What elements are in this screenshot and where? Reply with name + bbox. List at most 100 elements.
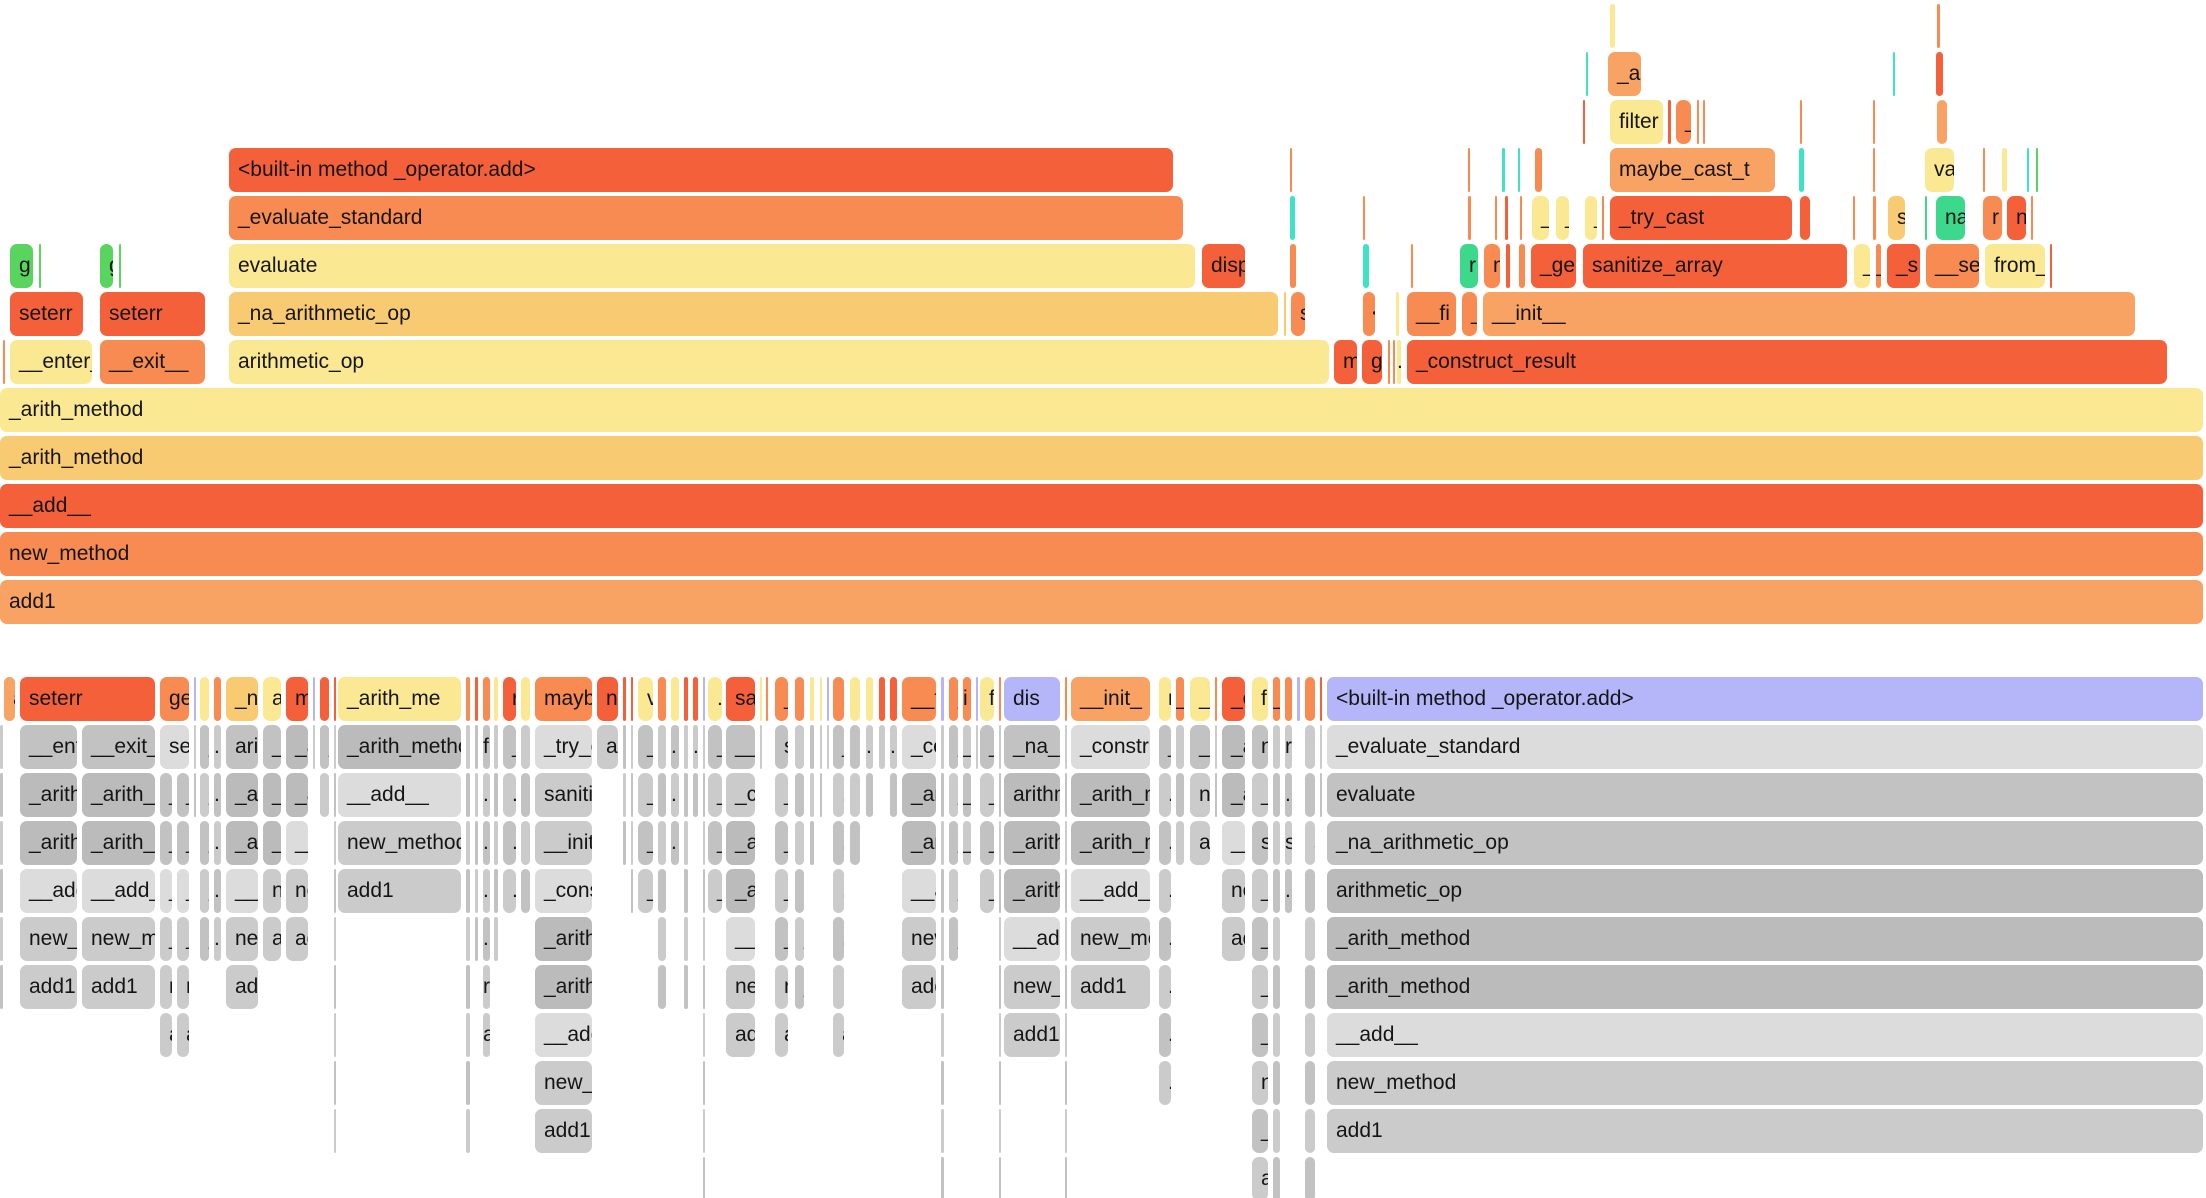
flame-sliver[interactable] xyxy=(1273,1013,1280,1057)
flame-frame[interactable]: add1 xyxy=(1071,965,1150,1009)
flame-sliver[interactable] xyxy=(703,773,705,817)
flame-frame[interactable]: a xyxy=(1190,821,1210,865)
flame-frame[interactable]: add1 xyxy=(535,1109,592,1153)
flame-sliver[interactable] xyxy=(1273,1157,1280,1198)
flame-frame[interactable]: _ m xyxy=(1252,773,1268,817)
flame-sliver[interactable] xyxy=(334,725,336,769)
flame-frame[interactable]: _arith_method xyxy=(286,773,308,817)
flame-sliver[interactable] xyxy=(3,340,5,384)
flame-sliver[interactable] xyxy=(1937,100,1947,144)
flame-frame[interactable]: _arith_method xyxy=(20,773,77,817)
flame-frame[interactable]: __fi xyxy=(1407,292,1456,336)
flame-frame[interactable]: __init_ xyxy=(1071,677,1150,721)
flame-frame[interactable]: add1 xyxy=(338,869,461,913)
flame-sliver[interactable] xyxy=(866,677,873,721)
flame-frame[interactable]: _arith_method xyxy=(1327,917,2203,961)
flame-frame[interactable]: a xyxy=(795,773,804,817)
flame-sliver[interactable] xyxy=(1285,677,1292,721)
flame-frame[interactable]: m xyxy=(286,677,308,721)
flame-frame[interactable]: _arith_method xyxy=(1004,821,1060,865)
flame-frame[interactable]: _ xyxy=(177,821,189,865)
flame-sliver[interactable] xyxy=(313,725,315,769)
flame-frame[interactable]: . xyxy=(1305,917,1315,961)
flame-sliver[interactable] xyxy=(703,677,705,721)
flame-sliver[interactable] xyxy=(658,965,666,1009)
flame-sliver[interactable] xyxy=(941,677,944,721)
flame-frame[interactable]: _ xyxy=(708,869,722,913)
flame-sliver[interactable] xyxy=(703,869,705,913)
flame-sliver[interactable] xyxy=(941,917,944,961)
flame-frame[interactable]: . xyxy=(850,725,860,769)
flame-sliver[interactable] xyxy=(1936,52,1943,96)
flame-sliver[interactable] xyxy=(631,869,633,913)
flame-frame[interactable]: _construct_result xyxy=(535,869,592,913)
flame-frame[interactable]: _construct_result xyxy=(1071,725,1150,769)
flame-frame[interactable]: seterr xyxy=(10,292,83,336)
flame-frame[interactable]: _arith_method xyxy=(1071,821,1150,865)
flame-sliver[interactable] xyxy=(1602,196,1604,240)
flame-sliver[interactable] xyxy=(214,677,221,721)
flame-sliver[interactable] xyxy=(1925,196,1927,240)
flame-sliver[interactable] xyxy=(999,1157,1001,1198)
flame-sliver[interactable] xyxy=(890,773,897,817)
flame-frame[interactable]: . xyxy=(708,677,722,721)
flame-frame[interactable]: _ xyxy=(1252,917,1268,961)
flame-sliver[interactable] xyxy=(684,773,688,817)
flame-frame[interactable]: . xyxy=(1159,1013,1171,1057)
flame-sliver[interactable] xyxy=(1363,196,1365,240)
flame-frame[interactable]: new_method xyxy=(902,917,936,961)
flame-frame[interactable]: add1 xyxy=(82,965,155,1009)
flame-frame[interactable]: _s xyxy=(1887,244,1920,288)
flame-sliver[interactable] xyxy=(623,725,626,769)
flame-frame[interactable]: va xyxy=(1925,148,1954,192)
flame-frame[interactable]: . xyxy=(200,677,209,721)
flame-sliver[interactable] xyxy=(1873,196,1876,240)
flame-sliver[interactable] xyxy=(820,725,822,769)
flame-sliver[interactable] xyxy=(1668,100,1671,144)
flame-sliver[interactable] xyxy=(999,1013,1001,1057)
flame-frame[interactable]: _ xyxy=(1462,292,1477,336)
flame-frame[interactable]: new_method xyxy=(1327,1061,2203,1105)
flame-frame[interactable]: disp xyxy=(1202,244,1245,288)
flame-frame[interactable]: sa xyxy=(726,677,755,721)
flame-frame[interactable]: __add__ xyxy=(1327,1013,2203,1057)
flame-frame[interactable]: _ xyxy=(320,725,329,769)
flame-sliver[interactable] xyxy=(494,773,498,817)
flame-frame[interactable]: < xyxy=(1363,292,1375,336)
flame-frame[interactable]: _ xyxy=(1176,677,1184,721)
flame-frame[interactable]: . xyxy=(693,725,698,769)
flame-frame[interactable]: _ xyxy=(949,821,958,865)
flame-frame[interactable]: _arith_method xyxy=(1222,725,1245,769)
flame-sliver[interactable] xyxy=(1505,196,1508,240)
flame-sliver[interactable] xyxy=(2031,196,2033,240)
flame-sliver[interactable] xyxy=(334,1013,336,1057)
flame-sliver[interactable] xyxy=(334,821,336,865)
flame-sliver[interactable] xyxy=(795,677,804,721)
flame-frame[interactable]: s xyxy=(1252,821,1268,865)
flame-sliver[interactable] xyxy=(941,1157,944,1198)
flame-frame[interactable]: _ xyxy=(177,917,189,961)
flame-frame[interactable]: . xyxy=(833,773,844,817)
flame-frame[interactable]: _ xyxy=(949,725,958,769)
flame-frame[interactable]: new_method xyxy=(263,869,281,913)
flame-frame[interactable]: add1 xyxy=(286,917,308,961)
flame-sliver[interactable] xyxy=(631,677,633,721)
flame-sliver[interactable] xyxy=(703,1157,705,1198)
flame-sliver[interactable] xyxy=(521,869,530,913)
flame-sliver[interactable] xyxy=(827,725,829,769)
flame-frame[interactable]: arithmetic_op xyxy=(1004,773,1060,817)
flame-frame[interactable]: i xyxy=(963,677,971,721)
flame-sliver[interactable] xyxy=(890,677,897,721)
flame-sliver[interactable] xyxy=(1290,244,1296,288)
flame-frame[interactable]: _ xyxy=(160,869,172,913)
flame-frame[interactable]: . xyxy=(1159,965,1171,1009)
flame-sliver[interactable] xyxy=(766,677,768,721)
flame-frame[interactable]: . xyxy=(503,821,516,865)
flame-frame[interactable]: . xyxy=(671,725,679,769)
flame-sliver[interactable] xyxy=(466,965,470,1009)
flame-frame[interactable]: . xyxy=(1305,1061,1315,1105)
flame-frame[interactable]: seterr xyxy=(20,677,155,721)
flame-frame[interactable]: dis xyxy=(1004,677,1060,721)
flame-sliver[interactable] xyxy=(475,773,478,817)
flame-frame[interactable]: <built-in method _operator.add> xyxy=(229,148,1173,192)
